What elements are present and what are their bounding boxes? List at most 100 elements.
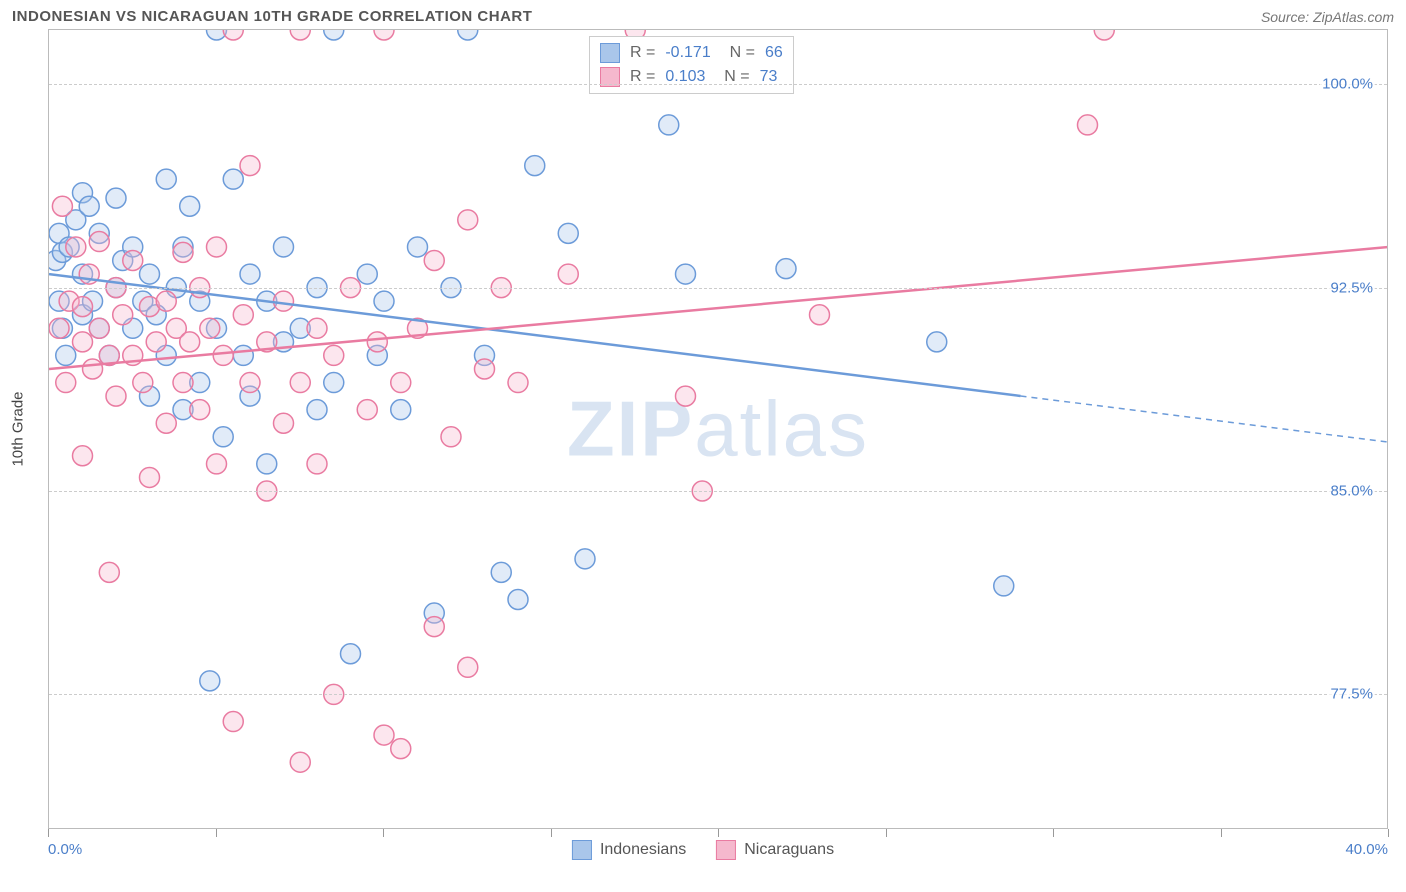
legend: Indonesians Nicaraguans [572, 840, 834, 860]
nicaraguans-point [1094, 30, 1114, 40]
stats-legend-box: R = -0.171 N = 66R = 0.103 N = 73 [589, 36, 794, 94]
nicaraguans-point [458, 657, 478, 677]
legend-label: Indonesians [600, 841, 686, 859]
nicaraguans-point [173, 242, 193, 262]
nicaraguans-point [367, 332, 387, 352]
indonesians-point [324, 373, 344, 393]
legend-item-nicaraguans: Nicaraguans [716, 840, 834, 860]
nicaraguans-point [113, 305, 133, 325]
indonesians-point [140, 264, 160, 284]
nicaraguans-point [52, 196, 72, 216]
nicaraguans-point [207, 454, 227, 474]
stats-row-indonesians: R = -0.171 N = 66 [600, 41, 783, 65]
gridline [49, 288, 1387, 289]
indonesians-point [223, 169, 243, 189]
nicaraguans-point [676, 386, 696, 406]
stats-row-nicaraguans: R = 0.103 N = 73 [600, 65, 783, 89]
chart-source: Source: ZipAtlas.com [1261, 9, 1394, 25]
nicaraguans-point [391, 739, 411, 759]
nicaraguans-point [207, 237, 227, 257]
y-axis-label-wrap: 10th Grade [8, 29, 48, 829]
nicaraguans-point [424, 617, 444, 637]
indonesians-point [240, 264, 260, 284]
y-tick-label: 92.5% [1328, 279, 1375, 296]
x-tick [1221, 829, 1222, 837]
x-tick [551, 829, 552, 837]
chart-header: INDONESIAN VS NICARAGUAN 10TH GRADE CORR… [8, 8, 1398, 29]
indonesians-point [408, 237, 428, 257]
indonesians-point [458, 30, 478, 40]
legend-swatch [572, 840, 592, 860]
x-tick [216, 829, 217, 837]
nicaraguans-point [213, 345, 233, 365]
indonesians-point [357, 264, 377, 284]
nicaraguans-point [73, 297, 93, 317]
nicaraguans-point [200, 318, 220, 338]
nicaraguans-point [307, 318, 327, 338]
nicaraguans-point [458, 210, 478, 230]
gridline [49, 84, 1387, 85]
indonesians-point [106, 188, 126, 208]
gridline [49, 694, 1387, 695]
nicaraguans-point [83, 359, 103, 379]
indonesians-point [180, 196, 200, 216]
nicaraguans-point [274, 413, 294, 433]
nicaraguans-point [558, 264, 578, 284]
nicaraguans-point [49, 318, 69, 338]
indonesians-point [927, 332, 947, 352]
nicaraguans-point [56, 373, 76, 393]
indonesians-point [558, 223, 578, 243]
x-tick [886, 829, 887, 837]
indonesians-point [341, 644, 361, 664]
y-tick-label: 77.5% [1328, 686, 1375, 703]
plot-area: ZIPatlas R = -0.171 N = 66R = 0.103 N = … [48, 29, 1388, 829]
nicaraguans-point [99, 562, 119, 582]
indonesians-point [491, 562, 511, 582]
indonesians-point [994, 576, 1014, 596]
x-tick [1388, 829, 1389, 837]
indonesians-point [200, 671, 220, 691]
nicaraguans-point [73, 332, 93, 352]
stats-r-label: R = [630, 44, 655, 62]
nicaraguans-point [223, 30, 243, 40]
indonesians-point [79, 196, 99, 216]
nicaraguans-point [357, 400, 377, 420]
legend-item-indonesians: Indonesians [572, 840, 686, 860]
nicaraguans-point [810, 305, 830, 325]
nicaraguans-point [290, 30, 310, 40]
nicaraguans-point [240, 373, 260, 393]
nicaraguans-point [106, 386, 126, 406]
nicaraguans-point [123, 251, 143, 271]
indonesians-point [274, 237, 294, 257]
nicaraguans-point [1078, 115, 1098, 135]
bottom-row: 0.0% Indonesians Nicaraguans 40.0% [48, 841, 1388, 858]
gridline [49, 491, 1387, 492]
x-axis-ticks [48, 829, 1388, 837]
nicaraguans-point [223, 712, 243, 732]
indonesians-point [257, 454, 277, 474]
indonesians-point [233, 345, 253, 365]
nicaraguans-point [424, 251, 444, 271]
nicaraguans-point [441, 427, 461, 447]
indonesians-point [324, 30, 344, 40]
x-tick [1053, 829, 1054, 837]
correlation-chart: INDONESIAN VS NICARAGUAN 10TH GRADE CORR… [8, 8, 1398, 858]
nicaraguans-point [290, 752, 310, 772]
nicaraguans-point [307, 454, 327, 474]
nicaraguans-point [173, 373, 193, 393]
indonesians-point [391, 400, 411, 420]
indonesians-point [307, 400, 327, 420]
nicaraguans-point [89, 318, 109, 338]
plot-svg [49, 30, 1387, 828]
x-axis-max-label: 40.0% [1345, 841, 1388, 858]
nicaraguans-point [156, 291, 176, 311]
indonesians-point [156, 169, 176, 189]
nicaraguans-point [374, 725, 394, 745]
nicaraguans-point [233, 305, 253, 325]
y-axis-label: 10th Grade [10, 391, 27, 466]
nicaraguans-point [324, 345, 344, 365]
nicaraguans-point [146, 332, 166, 352]
indonesians-point [508, 589, 528, 609]
x-axis-min-label: 0.0% [48, 841, 82, 858]
stats-n-label: N = [721, 44, 755, 62]
